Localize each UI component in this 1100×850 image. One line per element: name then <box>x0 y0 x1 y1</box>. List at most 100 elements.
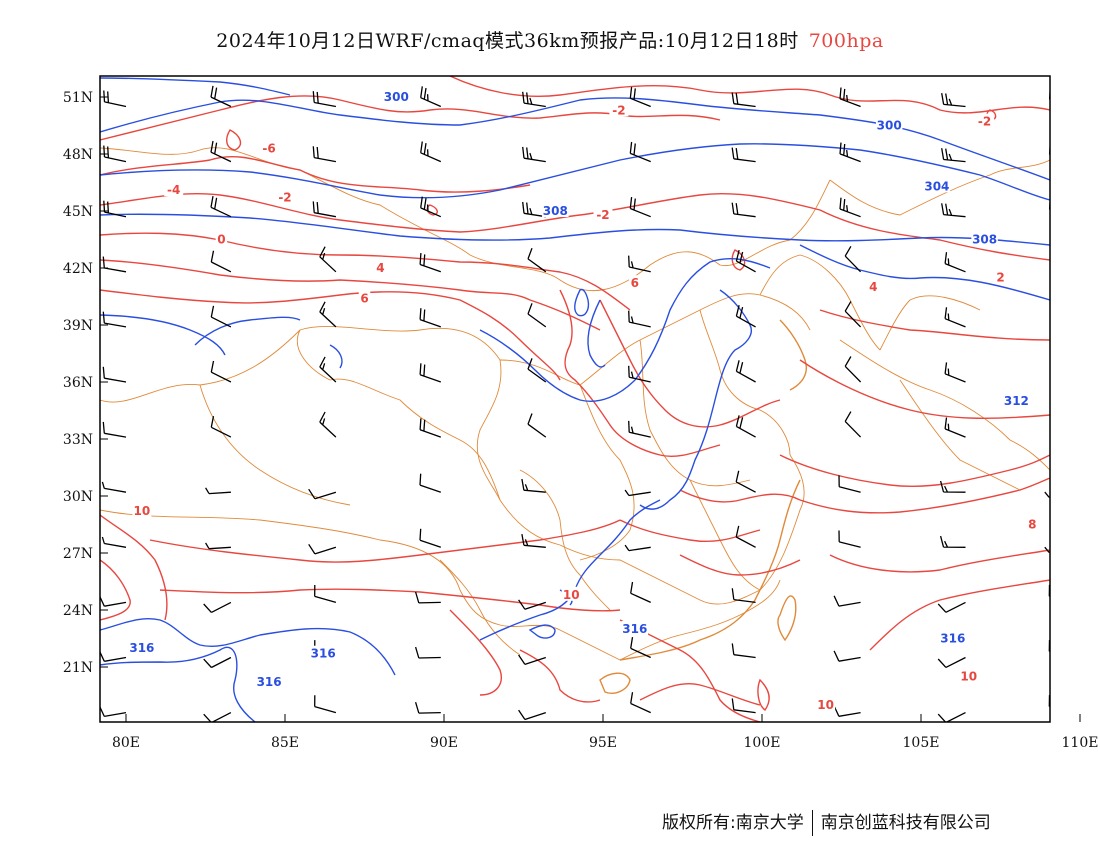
wind-barb <box>414 702 441 714</box>
wind-barb <box>939 535 966 548</box>
wind-barb <box>1053 358 1070 382</box>
contour-label-bg <box>128 640 156 654</box>
wind-barb <box>628 310 651 328</box>
wind-barb <box>630 636 651 659</box>
wind-barb <box>1044 546 1050 554</box>
contour-label-bg <box>923 178 951 193</box>
contour-label-bg <box>971 231 998 246</box>
lat-tick-label: 24N <box>63 603 93 619</box>
height-contour-label: 316 <box>311 647 336 661</box>
wind-barb <box>414 646 441 659</box>
temperature-contour-label: 6 <box>631 276 639 290</box>
wind-barb <box>419 308 442 328</box>
lon-tick-label: 100E <box>744 735 781 751</box>
wind-barb <box>844 245 862 273</box>
contour-label-bg <box>542 203 569 217</box>
wind-barb <box>102 311 127 328</box>
temperature-contour-label: 0 <box>217 233 225 247</box>
wind-barb <box>624 544 651 552</box>
lon-tick-label: 105E <box>903 735 940 751</box>
temperature-contour-label: 4 <box>869 280 877 294</box>
lon-tick-label: 85E <box>271 735 299 751</box>
wind-barb <box>839 87 861 108</box>
temperature-contour-label: -2 <box>278 191 291 205</box>
height-contour-label: 312 <box>1004 394 1029 408</box>
plot-frame <box>99 75 1051 723</box>
wind-barb <box>628 255 651 273</box>
wind-barb <box>735 249 756 273</box>
wind-barb <box>205 487 231 495</box>
footer-credits: 版权所有:南京大学 南京创蓝科技有限公司 <box>662 808 991 836</box>
wind-barb <box>1048 87 1050 101</box>
height-contour-label: 300 <box>877 119 902 133</box>
longitude-axis: 80E85E90E95E100E105E110E115E120E125E130E… <box>112 714 1098 751</box>
wind-barb <box>527 303 547 328</box>
wind-barb <box>319 246 337 273</box>
temperature-contour-label: 6 <box>1076 633 1084 647</box>
wind-barb <box>844 356 862 383</box>
wind-barb <box>735 305 756 328</box>
temperature-contour-label: -2 <box>596 208 609 222</box>
lat-tick-label: 45N <box>63 204 93 220</box>
lat-tick-label: 21N <box>63 660 93 676</box>
wind-barb <box>629 86 651 108</box>
contour-label-bg <box>939 630 967 645</box>
height-contour-label: 316 <box>129 641 154 655</box>
copyright-text: 版权所有:南京大学 <box>662 813 804 833</box>
wind-barb <box>839 142 861 163</box>
temperature-contour-label: 10 <box>563 588 580 602</box>
contour-label-bg <box>374 260 387 274</box>
contour-label-bg <box>867 279 880 293</box>
contour-label-bg <box>132 503 152 518</box>
wind-barb <box>210 85 232 108</box>
lat-tick-label: 27N <box>63 546 93 562</box>
wind-barb <box>312 146 337 163</box>
wind-barb <box>833 650 861 662</box>
wind-barb <box>314 584 337 604</box>
wind-barb <box>522 146 546 163</box>
wind-barb <box>319 356 337 383</box>
wind-barb <box>203 656 232 669</box>
wind-barb <box>103 145 127 163</box>
wind-barb <box>1048 198 1050 211</box>
wind-barb <box>308 488 337 500</box>
temperature-contour-label: 0 <box>1092 280 1100 294</box>
wind-barb <box>735 470 756 493</box>
contour-label-bg <box>959 668 979 683</box>
wind-barb <box>319 301 337 328</box>
lon-tick-label: 90E <box>430 735 458 751</box>
temperature-contour-label: 10 <box>960 670 977 684</box>
wind-barb <box>630 581 651 603</box>
wind-barb <box>102 421 127 438</box>
wind-barb <box>419 253 442 273</box>
wind-barb <box>937 656 966 668</box>
wind-barb <box>319 411 337 438</box>
contour-label-bg <box>561 586 581 601</box>
contour-label-bg <box>259 140 279 155</box>
wind-barb <box>1048 143 1050 156</box>
contour-label-bg <box>609 102 629 117</box>
title-level: 700hpa <box>808 30 884 52</box>
wind-barb <box>838 475 861 493</box>
wind-barb <box>308 543 337 555</box>
wind-barb <box>630 692 651 714</box>
wind-barb <box>939 480 966 493</box>
lat-tick-label: 33N <box>63 432 93 448</box>
height-contour-label: 316 <box>940 632 965 646</box>
chart-title: 2024年10月12日WRF/cmaq模式36km预报产品:10月12日18时 7… <box>0 26 1100 53</box>
wind-barb <box>731 643 756 659</box>
wind-barb <box>518 599 547 610</box>
wind-barb <box>103 200 127 218</box>
wind-barb <box>628 365 651 383</box>
wind-barb <box>205 542 231 550</box>
contour-label-bg <box>1026 516 1039 531</box>
wind-barb <box>210 305 232 328</box>
wind-barb <box>414 591 441 604</box>
wind-barb <box>844 301 862 328</box>
wind-barb <box>1044 491 1050 498</box>
wind-barb <box>731 147 756 163</box>
wind-barb <box>210 360 232 383</box>
temperature-contour-label: 2 <box>996 271 1004 285</box>
wind-barb <box>210 195 232 218</box>
wind-barb <box>624 489 651 497</box>
